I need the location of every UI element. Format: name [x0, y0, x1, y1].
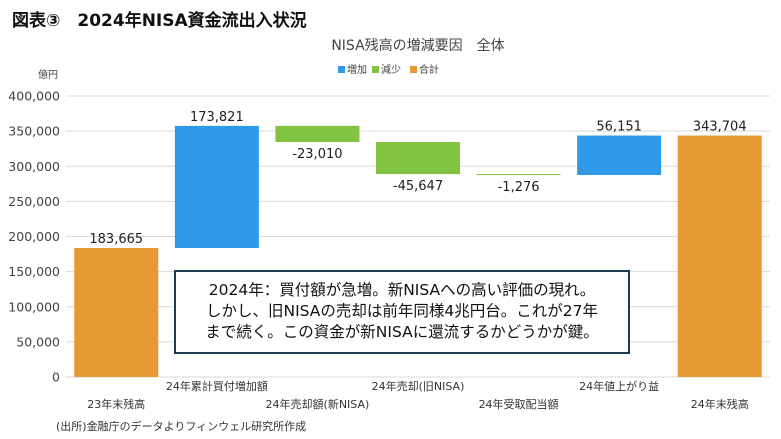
bar-3 [376, 142, 460, 175]
bar-5 [577, 135, 662, 175]
data-label-3: -45,647 [393, 179, 443, 194]
bar-6 [677, 135, 762, 377]
legend-label-0: 増加 [347, 63, 367, 76]
legend-label-2: 合計 [419, 63, 439, 76]
bar-1 [174, 125, 259, 248]
data-label-4: -1,276 [498, 180, 540, 195]
x-tick-label-5: 24年値上がり益 [579, 379, 659, 393]
chart-title: NISA残高の増減要因 全体 [331, 37, 504, 54]
annotation-box: 2024年：買付額が急増。新NISAへの高い評価の現れ。 しかし、旧NISAの売… [174, 270, 630, 354]
annotation-line-1: 2024年：買付額が急増。新NISAへの高い評価の現れ。 [208, 281, 596, 299]
figure-heading: 図表③ 2024年NISA資金流出入状況 [12, 11, 307, 31]
y-tick-label-5: 250,000 [8, 194, 60, 209]
y-tick-label-7: 350,000 [8, 124, 60, 139]
data-label-2: -23,010 [292, 147, 342, 162]
source-note: (出所)金融庁のデータよりフィンウェル研究所作成 [56, 420, 307, 433]
x-tick-label-4: 24年受取配当額 [479, 397, 559, 411]
y-tick-label-1: 50,000 [16, 334, 60, 349]
legend-swatch-1 [372, 66, 379, 73]
y-tick-label-8: 400,000 [8, 89, 60, 104]
data-label-5: 56,151 [596, 120, 642, 135]
bar-4 [476, 174, 561, 176]
legend-swatch-0 [338, 66, 345, 73]
legend-swatch-2 [410, 66, 417, 73]
bar-2 [275, 125, 360, 143]
y-tick-label-4: 200,000 [8, 229, 60, 244]
annotation-line-3: まで続く。この資金が新NISAに還流するかどうかが鍵。 [205, 323, 599, 341]
x-tick-label-1: 24年累計買付増加額 [166, 379, 268, 393]
y-tick-label-2: 100,000 [8, 299, 60, 314]
data-label-0: 183,665 [89, 232, 143, 247]
bar-0 [74, 247, 159, 377]
y-tick-label-3: 150,000 [8, 264, 60, 279]
data-label-6: 343,704 [693, 120, 747, 135]
annotation-line-2: しかし、旧NISAの売却は前年同様4兆円台。これが27年 [206, 302, 598, 320]
y-tick-label-0: 0 [52, 370, 60, 385]
y-axis-unit: 億円 [38, 68, 58, 81]
legend-label-1: 減少 [381, 63, 401, 76]
data-label-1: 173,821 [190, 110, 244, 125]
x-tick-label-6: 24年末残高 [691, 397, 749, 411]
x-tick-label-0: 23年末残高 [87, 397, 145, 411]
x-tick-label-3: 24年売却(旧NISA) [372, 379, 465, 393]
x-tick-label-2: 24年売却額(新NISA) [266, 397, 370, 411]
y-tick-label-6: 300,000 [8, 159, 60, 174]
